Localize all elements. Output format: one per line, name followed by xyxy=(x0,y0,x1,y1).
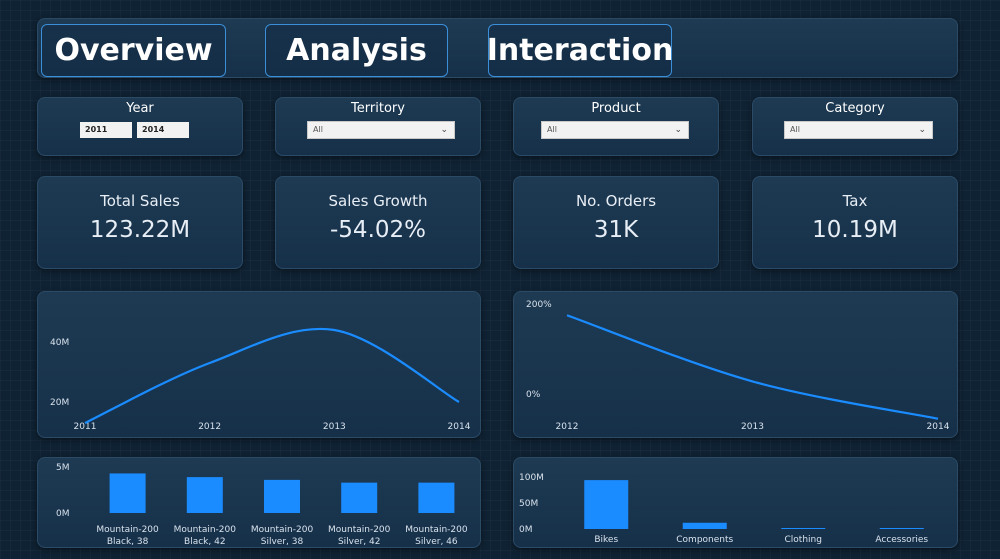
bar xyxy=(264,479,300,513)
year-from-input[interactable]: 2011 xyxy=(80,122,132,138)
category-dropdown[interactable]: All ⌄ xyxy=(784,121,933,139)
bar xyxy=(186,477,223,513)
y-tick-label: 0M xyxy=(519,525,533,535)
category-label: Accessories xyxy=(875,535,928,545)
y-tick-label: 50M xyxy=(519,499,538,509)
chevron-down-icon: ⌄ xyxy=(440,125,448,135)
category-sales-chart-panel: 0M 50M 100M Bikes Components Clothing Accessor… xyxy=(513,457,958,548)
territory-dropdown[interactable]: All ⌄ xyxy=(307,121,455,139)
product-dropdown[interactable]: All ⌄ xyxy=(541,121,689,139)
series-line xyxy=(84,327,460,424)
category-label: Mountain-200 xyxy=(328,525,391,535)
territory-slicer-title: Territory xyxy=(351,101,405,116)
territory-dropdown-value: All xyxy=(313,125,323,134)
kpi-value: -54.02% xyxy=(330,217,426,243)
year-slicer-title: Year xyxy=(126,101,154,116)
nav-interaction-button[interactable]: Interaction xyxy=(487,24,673,77)
nav-analysis-button[interactable]: Analysis xyxy=(265,24,448,77)
sales-trend-chart: 20M 40M 2011 2012 2013 2014 xyxy=(50,327,471,432)
product-slicer-title: Product xyxy=(591,101,641,116)
kpi-label: Sales Growth xyxy=(328,192,428,210)
sales-trend-chart-panel: 20M 40M 2011 2012 2013 2014 xyxy=(37,291,481,438)
x-tick-label: 2014 xyxy=(448,422,471,432)
x-tick-label: 2013 xyxy=(741,422,764,432)
page-nav-bar: Overview Analysis Interaction xyxy=(37,18,958,78)
kpi-total-sales: Total Sales 123.22M xyxy=(37,176,243,269)
y-tick-label: 0% xyxy=(526,390,541,400)
product-slicer: Product All ⌄ xyxy=(513,97,719,156)
kpi-orders: No. Orders 31K xyxy=(513,176,719,269)
y-tick-label: 200% xyxy=(526,300,552,310)
x-tick-label: 2012 xyxy=(556,422,579,432)
category-sales-chart: 0M 50M 100M Bikes Components Clothing Accessor… xyxy=(519,473,928,545)
top-products-chart-panel: 0M 5M Mountain-200 Black, 38 Mountain-200 Bla… xyxy=(37,457,481,548)
x-tick-label: 2013 xyxy=(323,422,346,432)
product-dropdown-value: All xyxy=(547,125,557,134)
category-label: Bikes xyxy=(594,535,618,545)
x-tick-label: 2011 xyxy=(74,422,97,432)
bar xyxy=(418,482,455,513)
chevron-down-icon: ⌄ xyxy=(674,125,682,135)
category-label: Mountain-200 xyxy=(174,525,237,535)
y-tick-label: 0M xyxy=(56,509,70,519)
bar xyxy=(584,480,629,529)
growth-trend-chart: 0% 200% 2012 2013 2014 xyxy=(526,300,950,432)
category-label: Mountain-200 xyxy=(96,525,159,535)
kpi-sales-growth: Sales Growth -54.02% xyxy=(275,176,481,269)
category-label: Black, 42 xyxy=(184,537,226,547)
kpi-value: 10.19M xyxy=(812,217,898,243)
y-tick-label: 100M xyxy=(519,473,544,483)
category-label: Silver, 46 xyxy=(415,537,458,547)
category-label: Silver, 42 xyxy=(338,537,380,547)
year-to-input[interactable]: 2014 xyxy=(137,122,189,138)
y-tick-label: 5M xyxy=(56,463,70,473)
kpi-label: Total Sales xyxy=(100,192,180,210)
x-tick-label: 2014 xyxy=(927,422,950,432)
bar xyxy=(682,522,727,529)
kpi-value: 123.22M xyxy=(89,217,191,243)
year-slicer: Year 2011 2014 xyxy=(37,97,243,156)
bar xyxy=(879,528,924,529)
series-line xyxy=(566,314,939,420)
x-tick-label: 2012 xyxy=(198,422,221,432)
chevron-down-icon: ⌄ xyxy=(918,125,926,135)
category-dropdown-value: All xyxy=(790,125,800,134)
nav-overview-button[interactable]: Overview xyxy=(41,24,226,77)
category-label: Black, 38 xyxy=(107,537,149,547)
category-slicer-title: Category xyxy=(825,101,885,116)
category-label: Clothing xyxy=(785,535,822,545)
category-label: Mountain-200 xyxy=(405,525,468,535)
bar xyxy=(341,482,378,513)
y-tick-label: 20M xyxy=(50,398,69,408)
kpi-label: No. Orders xyxy=(575,192,657,210)
kpi-label: Tax xyxy=(842,192,868,210)
territory-slicer: Territory All ⌄ xyxy=(275,97,481,156)
kpi-value: 31K xyxy=(593,217,639,243)
y-tick-label: 40M xyxy=(50,338,69,348)
category-label: Mountain-200 xyxy=(251,525,314,535)
bar xyxy=(781,528,826,529)
category-label: Silver, 38 xyxy=(261,537,304,547)
category-slicer: Category All ⌄ xyxy=(752,97,958,156)
category-label: Components xyxy=(676,535,733,545)
bar xyxy=(109,473,146,513)
growth-trend-chart-panel: 0% 200% 2012 2013 2014 xyxy=(513,291,958,438)
top-products-chart: 0M 5M Mountain-200 Black, 38 Mountain-200 Bla… xyxy=(56,463,468,547)
kpi-tax: Tax 10.19M xyxy=(752,176,958,269)
